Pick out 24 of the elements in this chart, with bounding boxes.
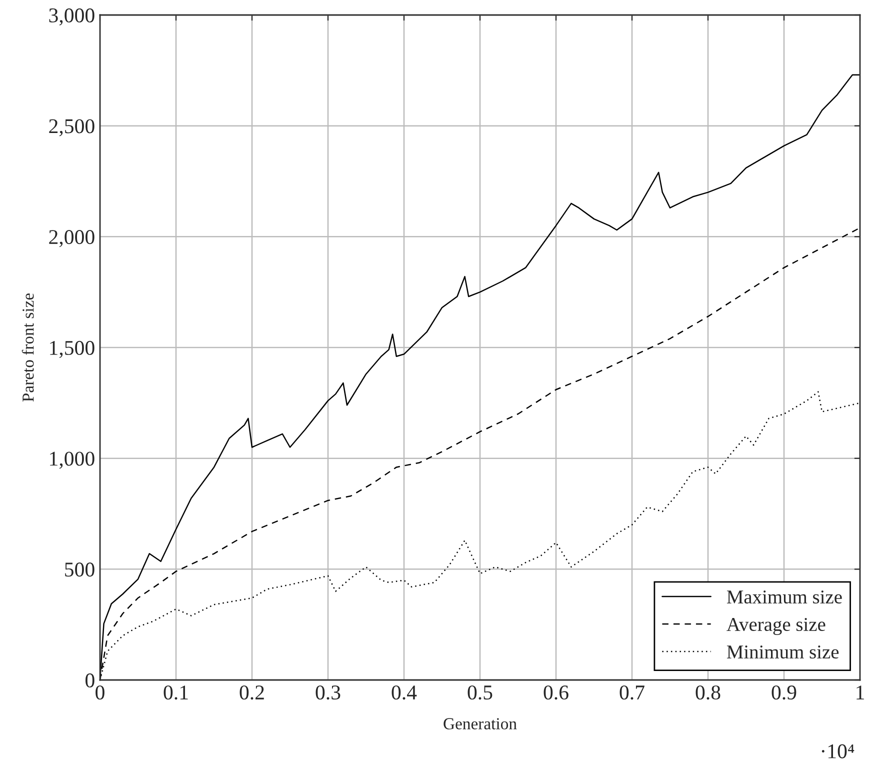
y-tick-label: 3,000 xyxy=(49,8,94,26)
y-tick-label: 2,500 xyxy=(49,119,94,136)
x-tick-label: 0.1 xyxy=(164,685,188,700)
x-tick-label: 0.7 xyxy=(620,685,644,700)
text: ·10⁴ xyxy=(822,744,854,758)
x-tick-label: 0.8 xyxy=(696,685,720,700)
x-tick-label: 0 xyxy=(96,685,104,700)
x-tick-label: 0.3 xyxy=(316,685,340,700)
x-tick-label: 0.6 xyxy=(544,685,568,700)
x-axis-title: Generation xyxy=(444,718,517,730)
y-tick-label: 0 xyxy=(86,673,94,688)
x-tick-label: 0.9 xyxy=(772,685,796,700)
y-tick-label: 2,000 xyxy=(49,230,94,248)
y-tick-label: 1,500 xyxy=(50,340,94,358)
y-axis-title: Pareto front size xyxy=(22,293,34,402)
y-tick-label: 500 xyxy=(65,562,94,577)
legend-label: Minimum size xyxy=(726,645,839,659)
x-tick-label: 0.4 xyxy=(392,685,417,700)
legend-label: Maximum size xyxy=(726,590,842,604)
y-tick-label: 1,000 xyxy=(50,452,94,469)
legend-label: Average size xyxy=(726,618,826,636)
x-tick-label: 1 xyxy=(856,686,864,700)
x-tick-label: 0.5 xyxy=(468,685,492,700)
x-tick-label: 0.2 xyxy=(240,685,264,700)
